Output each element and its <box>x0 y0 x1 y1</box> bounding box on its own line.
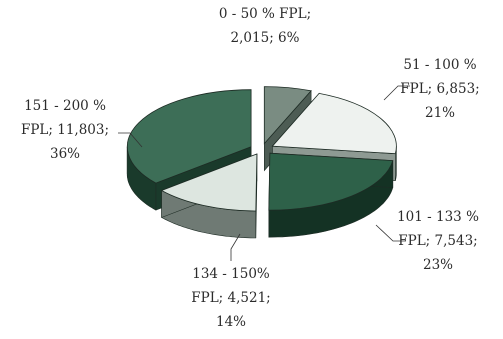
leader-101-133 <box>375 224 406 242</box>
data-label-134-150: 134 - 150% FPL; 4,521; 14% <box>191 266 270 330</box>
leader-134-150 <box>230 233 241 261</box>
data-label-151-200: 151 - 200 % FPL; 11,803; 36% <box>21 98 109 162</box>
pie-slices <box>126 86 397 239</box>
data-label-line: 134 - 150% <box>192 266 270 282</box>
data-labels: 0 - 50 % FPL; 2,015; 6% 51 - 100 % FPL; 6,8… <box>21 6 480 330</box>
data-label-line: 51 - 100 % <box>403 57 476 73</box>
data-label-101-133: 101 - 133 % FPL; 7,543; 23% <box>397 209 479 273</box>
leader-51-100 <box>383 85 410 101</box>
slice-top <box>263 86 312 145</box>
leader-lines <box>118 85 410 261</box>
data-label-line: FPL; 6,853; <box>400 81 479 97</box>
data-label-line: FPL; 11,803; <box>21 122 109 138</box>
data-label-line: 101 - 133 % <box>397 209 479 225</box>
data-label-line: 21% <box>425 105 455 121</box>
data-label-line: 36% <box>50 146 80 162</box>
pie-slice-134-150 <box>160 153 258 239</box>
data-label-line: 0 - 50 % FPL; <box>219 6 311 22</box>
slice-top <box>271 92 397 155</box>
pie-slice-101-133 <box>268 152 394 238</box>
slice-top <box>127 89 252 184</box>
slice-top <box>160 153 258 212</box>
leader-151-200 <box>118 132 143 148</box>
data-label-line: FPL; 7,543; <box>398 233 477 249</box>
data-label-line: 151 - 200 % <box>24 98 106 114</box>
slice-top <box>268 152 394 211</box>
data-label-line: 23% <box>423 257 453 273</box>
data-label-0-50: 0 - 50 % FPL; 2,015; 6% <box>219 6 311 46</box>
data-label-line: FPL; 4,521; <box>191 290 270 306</box>
data-label-line: 2,015; 6% <box>231 30 300 46</box>
data-label-line: 14% <box>216 314 246 330</box>
data-label-51-100: 51 - 100 % FPL; 6,853; 21% <box>400 57 479 121</box>
